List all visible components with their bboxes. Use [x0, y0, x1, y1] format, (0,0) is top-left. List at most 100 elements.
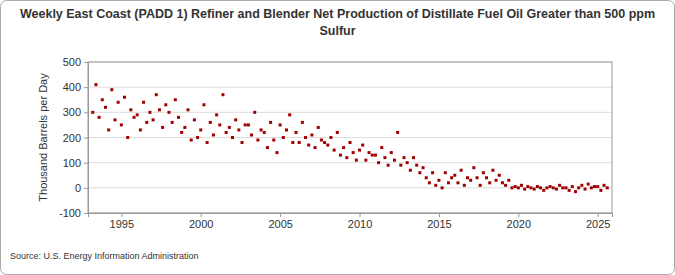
x-tick: 2010 [348, 213, 372, 230]
point [415, 164, 418, 167]
point [568, 189, 571, 192]
point [549, 185, 552, 188]
point [133, 116, 136, 119]
point [196, 136, 199, 139]
point [139, 128, 142, 131]
point [113, 118, 116, 121]
point [450, 176, 453, 179]
point [241, 141, 244, 144]
point [504, 184, 507, 187]
point [393, 159, 396, 162]
source: Source: U.S. Energy Information Administ… [10, 251, 199, 261]
point [183, 126, 186, 129]
point [523, 188, 526, 191]
point [123, 96, 126, 99]
point [472, 166, 475, 169]
y-tick-mark [84, 138, 88, 139]
point [599, 189, 602, 192]
point [533, 188, 536, 191]
point [110, 88, 113, 91]
point [155, 93, 158, 96]
point [422, 166, 425, 169]
x-axis-line [89, 214, 613, 218]
point [352, 151, 355, 154]
point [469, 179, 472, 182]
x-tick-mark [280, 213, 281, 217]
y-tick-mark [84, 213, 88, 214]
point [225, 131, 228, 134]
x-tick: 2015 [427, 213, 451, 230]
point [136, 113, 139, 116]
point [215, 113, 218, 116]
point [231, 136, 234, 139]
point [514, 185, 517, 188]
y-tick-mark [84, 163, 88, 164]
point [206, 141, 209, 144]
x-tick-label: 2025 [586, 218, 610, 230]
point [142, 101, 145, 104]
point [145, 121, 148, 124]
point [152, 118, 155, 121]
y-tick-mark [84, 87, 88, 88]
point [603, 184, 606, 187]
point [256, 139, 259, 142]
point [247, 123, 250, 126]
point [199, 128, 202, 131]
y-tick-label: 0 [75, 182, 81, 194]
point [167, 111, 170, 114]
point [339, 154, 342, 157]
point [209, 121, 212, 124]
point [298, 141, 301, 144]
point [345, 156, 348, 159]
point [488, 181, 491, 184]
y-tick: 0 [75, 182, 88, 194]
x-tick: 2000 [189, 213, 213, 230]
point [174, 98, 177, 101]
point [441, 186, 444, 189]
y-tick: 500 [63, 56, 88, 68]
point [285, 128, 288, 131]
point [148, 111, 151, 114]
point [374, 154, 377, 157]
x-tick: 2025 [586, 213, 610, 230]
point [323, 141, 326, 144]
point [536, 185, 539, 188]
y-tick-label: -100 [59, 207, 81, 219]
point [275, 151, 278, 154]
point [476, 176, 479, 179]
x-tick-label: 2015 [427, 218, 451, 230]
point [409, 169, 412, 172]
point [463, 184, 466, 187]
grid-line [88, 87, 612, 88]
x-tick: 2020 [507, 213, 531, 230]
point [406, 161, 409, 164]
x-axis: 1995200020052010201520202025 [89, 213, 613, 230]
point [317, 126, 320, 129]
points [91, 83, 608, 193]
point [431, 171, 434, 174]
point [387, 164, 390, 167]
y-axis-line [84, 63, 89, 214]
point [587, 183, 590, 186]
point [383, 156, 386, 159]
point [428, 181, 431, 184]
x-tick-mark [121, 213, 122, 217]
point [580, 184, 583, 187]
point [301, 121, 304, 124]
point [447, 181, 450, 184]
point [479, 184, 482, 187]
point [517, 186, 520, 189]
point [221, 93, 224, 96]
y-tick-mark [84, 112, 88, 113]
point [593, 185, 596, 188]
point [329, 136, 332, 139]
point [263, 131, 266, 134]
point [456, 181, 459, 184]
y-tick-mark [84, 62, 88, 63]
point [371, 154, 374, 157]
point [237, 128, 240, 131]
x-tick-label: 2005 [268, 218, 292, 230]
x-tick-mark [360, 213, 361, 217]
point [390, 151, 393, 154]
point [279, 123, 282, 126]
